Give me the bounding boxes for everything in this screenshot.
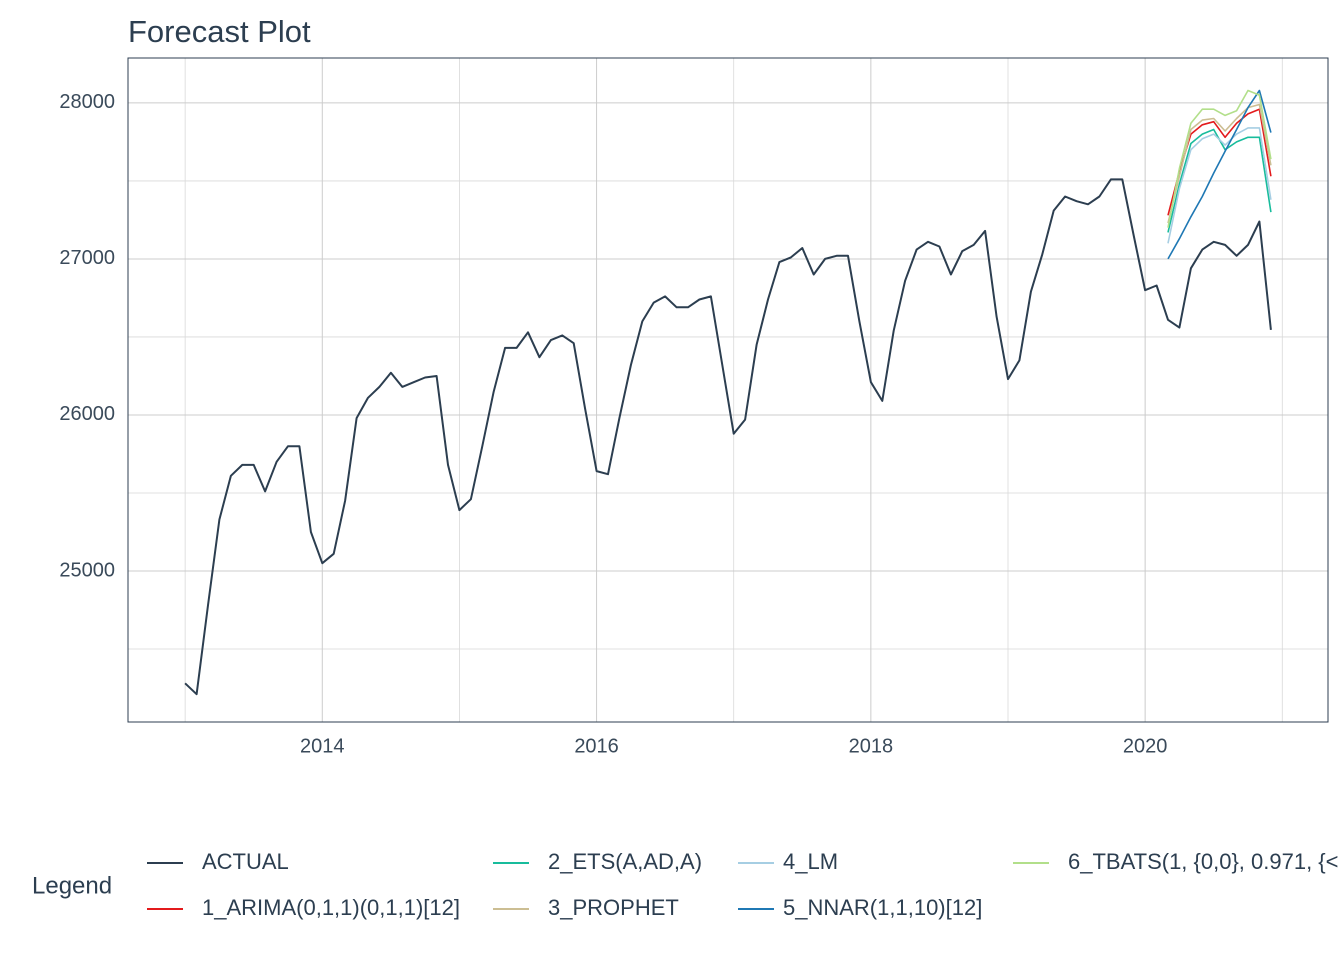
x-tick-label: 2014 [300,735,345,757]
x-tick-label: 2018 [849,735,894,757]
legend-label: 2_ETS(A,AD,A) [548,849,702,874]
series-line [1167,89,1272,228]
series-line [184,178,1272,696]
axis-labels: 25000 26000 27000 28000 2014 2016 2018 2020 [59,91,1167,757]
y-tick-label: 26000 [59,403,115,425]
chart-title: Forecast Plot [128,14,311,49]
legend-label: 5_NNAR(1,1,10)[12] [783,895,982,920]
plot-lines [184,89,1272,696]
grid [128,58,1328,722]
legend: ACTUAL 1_ARIMA(0,1,1)(0,1,1)[12] 2_ETS(A,A… [147,849,1339,920]
legend-label: 4_LM [783,849,838,874]
legend-label: ACTUAL [202,849,289,874]
series-line [1167,89,1272,260]
x-tick-label: 2020 [1123,735,1168,757]
y-tick-label: 25000 [59,559,115,581]
series-line [1167,127,1272,244]
legend-label: 1_ARIMA(0,1,1)(0,1,1)[12] [202,895,460,920]
y-tick-label: 27000 [59,247,115,269]
x-tick-label: 2016 [574,735,619,757]
y-tick-label: 28000 [59,91,115,113]
legend-label: 3_PROPHET [548,895,679,920]
legend-label: 6_TBATS(1, {0,0}, 0.971, {< [1068,849,1339,874]
legend-title: Legend [32,872,112,899]
series-line [1167,103,1272,224]
panel-border [127,57,1329,723]
